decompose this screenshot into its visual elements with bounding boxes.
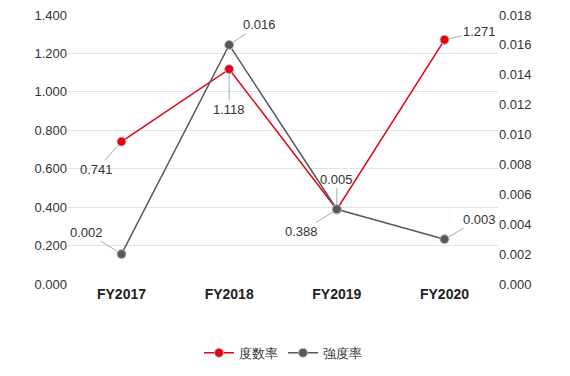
svg-text:1.400: 1.400 (34, 8, 67, 23)
svg-text:0.018: 0.018 (499, 8, 532, 23)
svg-text:FY2020: FY2020 (420, 286, 469, 302)
svg-text:0.800: 0.800 (34, 123, 67, 138)
svg-text:強度率: 強度率 (323, 346, 362, 361)
svg-text:1.271: 1.271 (463, 24, 496, 39)
svg-text:0.600: 0.600 (34, 161, 67, 176)
svg-text:FY2018: FY2018 (205, 286, 254, 302)
svg-text:0.005: 0.005 (320, 172, 353, 187)
svg-text:1.118: 1.118 (213, 102, 245, 117)
svg-text:0.016: 0.016 (243, 17, 276, 32)
svg-text:0.000: 0.000 (499, 277, 532, 292)
svg-text:度数率: 度数率 (239, 346, 278, 361)
svg-text:1.000: 1.000 (34, 84, 67, 99)
svg-text:0.400: 0.400 (34, 200, 67, 215)
svg-text:0.741: 0.741 (80, 162, 113, 177)
svg-text:0.388: 0.388 (285, 224, 318, 239)
svg-text:FY2017: FY2017 (97, 286, 146, 302)
svg-text:0.016: 0.016 (499, 37, 532, 52)
svg-text:0.002: 0.002 (70, 225, 103, 240)
svg-text:0.014: 0.014 (499, 67, 532, 82)
svg-text:0.012: 0.012 (499, 97, 532, 112)
svg-text:0.200: 0.200 (34, 238, 67, 253)
svg-text:0.002: 0.002 (499, 247, 532, 262)
svg-text:FY2019: FY2019 (312, 286, 361, 302)
svg-text:0.006: 0.006 (499, 187, 532, 202)
svg-text:0.003: 0.003 (463, 212, 496, 227)
svg-text:0.008: 0.008 (499, 157, 532, 172)
svg-text:1.200: 1.200 (34, 46, 67, 61)
svg-text:0.010: 0.010 (499, 127, 532, 142)
svg-text:0.000: 0.000 (34, 277, 67, 292)
svg-text:0.004: 0.004 (499, 217, 532, 232)
